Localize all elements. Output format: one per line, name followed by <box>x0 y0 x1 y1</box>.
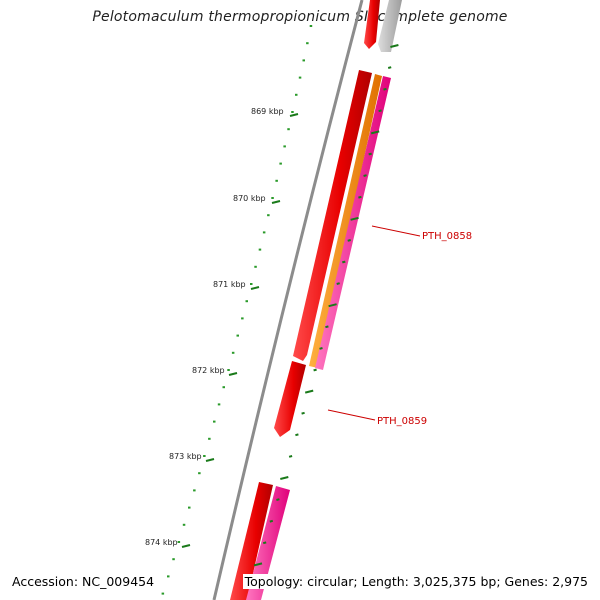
tick-label-871: 871 kbp <box>213 280 246 289</box>
gene-feature[interactable] <box>309 74 382 368</box>
major-tick <box>289 113 299 117</box>
minor-tick <box>213 420 216 423</box>
minor-tick <box>167 575 170 578</box>
minor-tick <box>236 334 239 337</box>
genome-title: Pelotomaculum thermopropionicum SI, comp… <box>92 9 508 25</box>
minor-tick <box>241 317 244 320</box>
minor-tick <box>295 93 298 96</box>
minor-tick <box>279 162 282 165</box>
position-mark <box>378 109 382 113</box>
minor-tick <box>298 76 302 79</box>
position-mark <box>390 44 399 48</box>
position-mark <box>358 195 362 199</box>
gene-feature[interactable] <box>293 70 372 361</box>
position-mark <box>342 260 346 264</box>
minor-tick <box>291 111 294 113</box>
minor-tick <box>177 541 181 543</box>
minor-tick <box>217 403 221 406</box>
genome-summary-text: Topology: circular; Length: 3,025,375 bp… <box>242 574 590 589</box>
position-mark <box>313 368 317 372</box>
position-mark <box>280 476 289 480</box>
gene-features <box>230 0 402 600</box>
position-mark <box>288 455 293 458</box>
minor-tick <box>227 369 230 371</box>
position-mark <box>276 498 280 501</box>
minor-tick <box>188 506 191 509</box>
position-mark <box>295 433 299 437</box>
minor-tick <box>193 489 196 492</box>
minor-tick <box>203 455 206 457</box>
gene-feature[interactable] <box>315 76 391 370</box>
minor-tick <box>172 558 175 561</box>
leader-line-pth-0859 <box>327 409 376 421</box>
major-tick <box>205 458 215 462</box>
gene-feature[interactable] <box>364 0 380 49</box>
position-mark <box>347 239 351 242</box>
minor-tick <box>267 214 270 217</box>
gene-labels: PTH_0858 PTH_0859 <box>327 225 472 427</box>
position-mark <box>350 216 359 221</box>
tick-label-874: 874 kbp <box>145 538 178 547</box>
position-mark <box>253 562 263 567</box>
gene-position-marks <box>249 44 399 588</box>
major-tick <box>181 544 191 548</box>
accession-text: Accession: NC_009454 <box>10 574 157 589</box>
minor-tick <box>231 351 235 354</box>
minor-tick <box>306 42 309 45</box>
position-mark <box>269 519 274 523</box>
gene-label-pth-0859[interactable]: PTH_0859 <box>377 416 427 427</box>
minor-tick <box>182 523 186 526</box>
position-mark <box>304 389 314 394</box>
position-mark <box>328 303 337 308</box>
genome-backbone <box>212 0 364 600</box>
major-tick <box>271 200 281 204</box>
position-mark <box>387 66 392 69</box>
minor-tick <box>271 197 274 199</box>
position-mark <box>383 87 387 91</box>
minor-tick <box>309 25 313 27</box>
minor-tick <box>287 128 290 131</box>
tick-label-873: 873 kbp <box>169 452 202 461</box>
minor-tick-marks <box>161 25 313 595</box>
position-mark <box>370 130 380 135</box>
position-mark <box>319 347 323 350</box>
minor-tick <box>283 145 286 148</box>
position-mark <box>368 152 372 156</box>
major-tick-marks: 869 kbp 870 kbp 871 kbp 872 kbp 873 kbp … <box>145 107 299 548</box>
tick-label-870: 870 kbp <box>233 194 266 203</box>
minor-tick <box>275 179 278 182</box>
minor-tick <box>254 265 257 268</box>
minor-tick <box>161 592 165 595</box>
gene-feature[interactable] <box>378 0 402 52</box>
major-tick <box>228 372 238 376</box>
gene-feature[interactable] <box>246 486 290 600</box>
minor-tick <box>222 386 225 389</box>
major-tick <box>250 286 260 290</box>
gene-feature[interactable] <box>230 482 273 600</box>
position-mark <box>301 411 305 415</box>
position-mark <box>262 541 267 545</box>
minor-tick <box>250 283 253 285</box>
minor-tick <box>302 59 305 62</box>
position-mark <box>336 282 340 285</box>
tick-label-872: 872 kbp <box>192 366 225 375</box>
minor-tick <box>245 300 248 303</box>
tick-label-869: 869 kbp <box>251 107 284 116</box>
minor-tick <box>208 437 211 440</box>
gene-feature[interactable] <box>274 361 306 437</box>
position-mark <box>325 325 329 329</box>
minor-tick <box>258 248 262 251</box>
gene-label-pth-0858[interactable]: PTH_0858 <box>422 231 472 242</box>
minor-tick <box>198 472 201 475</box>
minor-tick <box>262 231 266 234</box>
position-mark <box>363 174 367 177</box>
leader-line-pth-0858 <box>371 225 421 237</box>
